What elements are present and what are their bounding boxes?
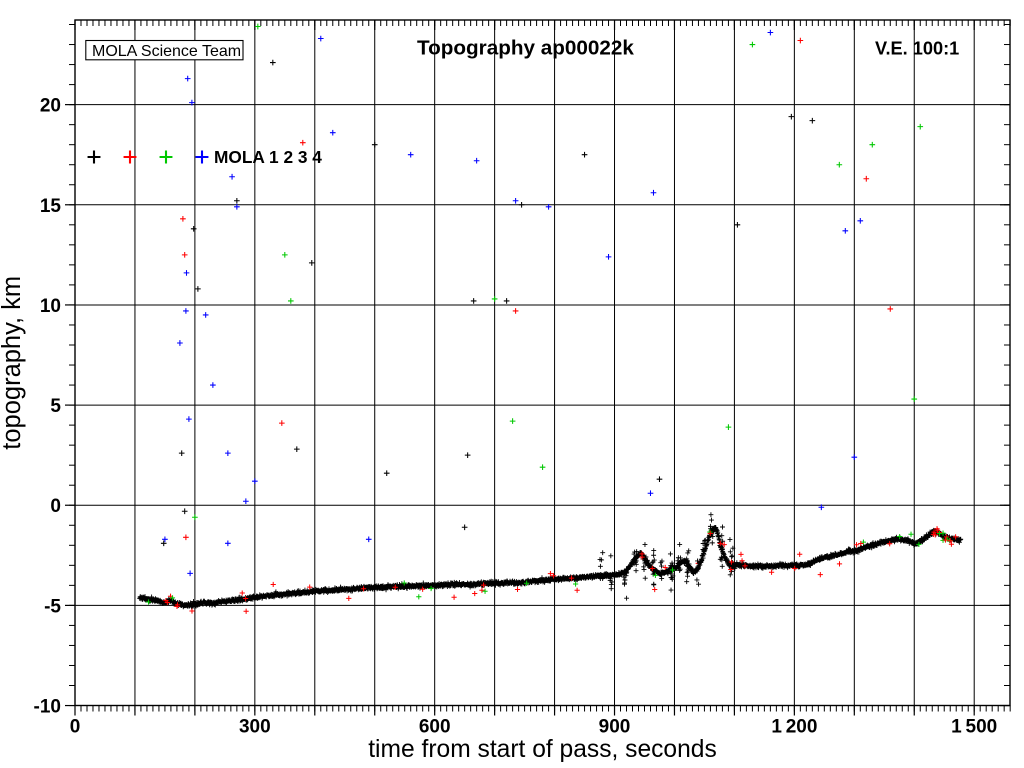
svg-text:20: 20 xyxy=(40,96,61,117)
svg-text:0: 0 xyxy=(70,717,81,738)
svg-text:900: 900 xyxy=(599,717,631,738)
svg-text:Topography ap00022k: Topography ap00022k xyxy=(417,37,634,60)
svg-text:-10: -10 xyxy=(34,697,61,718)
svg-text:V.E. 100:1: V.E. 100:1 xyxy=(875,39,959,59)
svg-text:MOLA Science Team: MOLA Science Team xyxy=(92,43,241,60)
svg-text:15: 15 xyxy=(40,196,62,217)
svg-text:0: 0 xyxy=(50,496,61,517)
svg-text:time from start of pass, secon: time from start of pass, seconds xyxy=(368,736,717,763)
svg-text:-5: -5 xyxy=(44,596,61,617)
svg-text:1 500: 1 500 xyxy=(951,717,997,738)
svg-text:300: 300 xyxy=(239,717,271,738)
svg-text:600: 600 xyxy=(419,717,451,738)
svg-text:topography, km: topography, km xyxy=(0,276,26,450)
svg-text:MOLA 1 2 3 4: MOLA 1 2 3 4 xyxy=(214,147,322,167)
svg-text:5: 5 xyxy=(50,396,61,417)
svg-text:1 200: 1 200 xyxy=(771,717,817,738)
svg-text:10: 10 xyxy=(40,296,61,317)
